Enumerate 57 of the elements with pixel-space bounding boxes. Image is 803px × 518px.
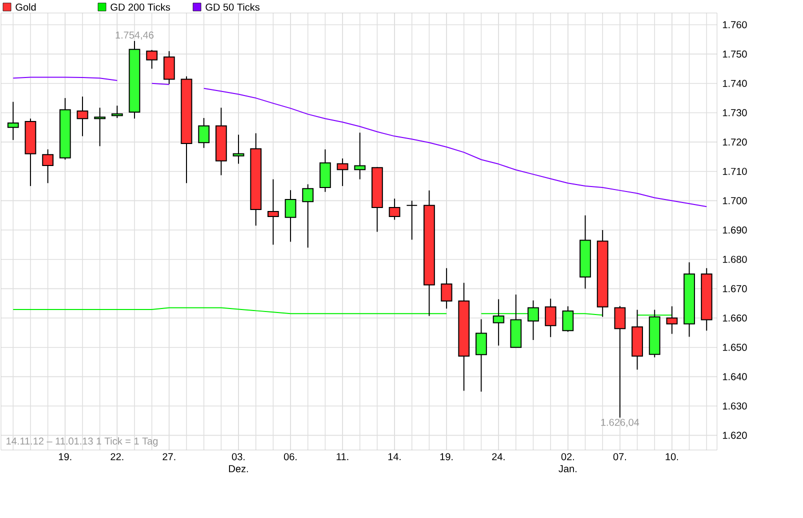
candlestick (562, 306, 574, 332)
candlestick (302, 184, 314, 248)
y-tick-label: 1.700 (722, 197, 747, 204)
candlestick (388, 198, 400, 220)
y-tick-label: 1.720 (722, 138, 747, 146)
y-tick-label: 1.630 (722, 402, 747, 410)
legend-label: Gold (16, 3, 36, 11)
annotation: 1.754,46 (116, 32, 154, 40)
legend-label: GD 50 Ticks (206, 3, 260, 11)
legend-label: GD 200 Ticks (110, 3, 170, 11)
y-tick-label: 1.660 (722, 314, 747, 322)
annotation: 14.11.12 – 11.01.13 1 Tick = 1 Tag (6, 437, 158, 447)
candlestick (267, 178, 279, 246)
y-tick-label: 1.620 (722, 432, 747, 439)
y-tick-label: 1.710 (722, 168, 747, 175)
candlestick (111, 105, 123, 118)
y-tick-label: 1.740 (722, 80, 747, 87)
candlestick (94, 107, 106, 147)
y-tick-label: 1.690 (722, 226, 747, 234)
candlestick (406, 200, 418, 240)
x-tick-label: 02. Jan. (558, 453, 576, 472)
x-tick-label: 07. (613, 453, 626, 460)
candlestick (163, 50, 175, 84)
candlestick (666, 306, 678, 334)
candlestick (284, 190, 296, 242)
x-tick-label: 10. (666, 453, 678, 460)
x-tick-label: 19. (440, 453, 453, 460)
x-tick-label: 24. (492, 453, 505, 460)
candlestick (146, 49, 158, 70)
candlestick (76, 96, 88, 137)
x-tick-label: 11. (336, 453, 348, 460)
x-tick-label: 19. (58, 453, 72, 460)
candlestick (198, 117, 210, 148)
candlestick (544, 298, 556, 338)
y-tick-label: 1.640 (722, 373, 747, 380)
x-tick-label: 14. (388, 453, 401, 460)
candlestick (7, 101, 19, 140)
candlestick (476, 318, 487, 392)
y-tick-label: 1.760 (722, 21, 747, 28)
candlestick (336, 158, 348, 187)
candlestick (354, 132, 366, 180)
y-tick-label: 1.670 (722, 285, 747, 292)
candlestick (232, 134, 244, 164)
candlestick (440, 268, 452, 310)
y-tick-label: 1.650 (722, 344, 747, 351)
candlestick (492, 298, 504, 346)
y-tick-label: 1.750 (722, 50, 747, 58)
y-tick-label: 1.680 (722, 256, 747, 263)
candlestick (528, 300, 539, 341)
y-tick-label: 1.730 (722, 109, 747, 116)
candlestick (42, 148, 54, 184)
x-tick-label: 06. (284, 453, 297, 460)
x-tick-label: 27. (162, 453, 176, 460)
x-tick-label: 03. Dez. (229, 453, 248, 472)
annotation: 1.626,04 (601, 418, 640, 428)
x-tick-label: 22. (110, 453, 124, 460)
candlestick (614, 305, 626, 418)
